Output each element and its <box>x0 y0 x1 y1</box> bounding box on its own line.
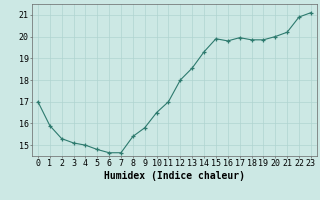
X-axis label: Humidex (Indice chaleur): Humidex (Indice chaleur) <box>104 171 245 181</box>
